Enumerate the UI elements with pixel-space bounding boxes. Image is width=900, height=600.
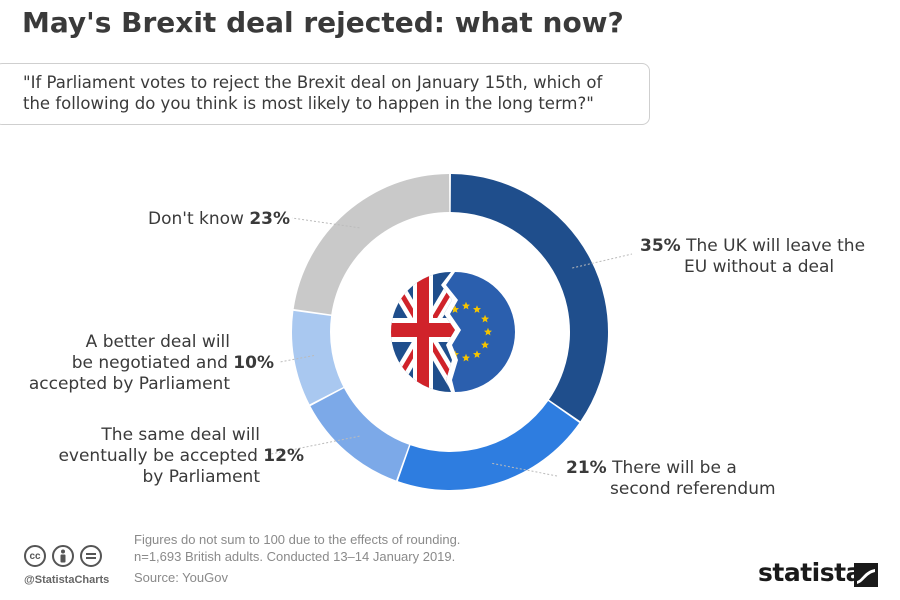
label-no-deal: 35% The UK will leave the EU without a d… xyxy=(640,236,865,278)
leader-lines xyxy=(265,217,633,477)
label-dont-know-text: Don't know xyxy=(148,209,244,229)
statista-handle[interactable]: @StatistaCharts xyxy=(24,574,110,586)
eu-star-icon xyxy=(481,340,490,349)
page-title: May's Brexit deal rejected: what now? xyxy=(22,6,624,39)
slice-referendum xyxy=(397,400,580,491)
footnote-line2: n=1,693 British adults. Conducted 13–14 … xyxy=(134,549,456,564)
pct-no-deal: 35% xyxy=(640,236,681,256)
brexit-icon xyxy=(391,272,515,392)
source: Source: YouGov xyxy=(134,570,228,585)
pct-dont-know: 23% xyxy=(249,209,291,229)
label-better-deal-line2: be negotiated and xyxy=(71,353,228,373)
eu-star-icon xyxy=(481,314,490,323)
label-no-deal-line1: The UK will leave the xyxy=(686,236,866,256)
leader-better-deal xyxy=(279,355,315,363)
eu-star-icon xyxy=(484,327,492,336)
pct-same-deal: 12% xyxy=(263,446,304,466)
slice-no-deal xyxy=(450,174,608,422)
eu-star-icon xyxy=(473,305,481,313)
label-better-deal-line1: A better deal will xyxy=(85,332,230,352)
pct-better-deal: 10% xyxy=(233,353,274,373)
question-line-1: "If Parliament votes to reject the Brexi… xyxy=(23,73,603,92)
eu-star-icon xyxy=(462,301,470,310)
label-same-deal: The same deal will eventually be accepte… xyxy=(40,425,304,488)
label-no-deal-line2: EU without a deal xyxy=(684,257,835,277)
eu-star-icon xyxy=(451,305,459,313)
statista-logo[interactable]: statista xyxy=(758,558,862,587)
eu-star-icon xyxy=(462,353,470,362)
leader-referendum xyxy=(492,462,558,477)
label-same-deal-line3: by Parliament xyxy=(142,467,260,487)
footnote: Figures do not sum to 100 due to the eff… xyxy=(134,531,460,586)
by-icon[interactable] xyxy=(52,545,74,567)
label-referendum-line2: second referendum xyxy=(610,479,776,499)
cc-icon[interactable]: cc xyxy=(24,545,46,567)
label-referendum-line1: There will be a xyxy=(612,458,737,478)
label-same-deal-line1: The same deal will xyxy=(101,425,260,445)
question-line-2: the following do you think is most likel… xyxy=(23,94,594,113)
label-better-deal: A better deal will be negotiated and 10%… xyxy=(10,332,274,395)
survey-question: "If Parliament votes to reject the Brexi… xyxy=(0,63,650,125)
license-icons: cc xyxy=(24,545,102,567)
slice-dont-know xyxy=(293,174,450,315)
label-same-deal-line2: eventually be accepted xyxy=(58,446,258,466)
donut-slices xyxy=(291,174,608,491)
slice-same-deal xyxy=(310,388,410,481)
nd-icon[interactable] xyxy=(80,545,102,567)
footnote-line1: Figures do not sum to 100 due to the eff… xyxy=(134,532,461,547)
leader-dont-know xyxy=(291,217,360,229)
pct-referendum: 21% xyxy=(566,458,607,478)
eu-star-icon xyxy=(473,350,481,358)
statista-logo-mark xyxy=(854,563,878,587)
label-referendum: 21% There will be a second referendum xyxy=(566,458,776,500)
label-better-deal-line3: accepted by Parliament xyxy=(28,374,230,394)
label-dont-know: Don't know 23% xyxy=(148,209,290,230)
slice-better-deal xyxy=(291,310,344,405)
